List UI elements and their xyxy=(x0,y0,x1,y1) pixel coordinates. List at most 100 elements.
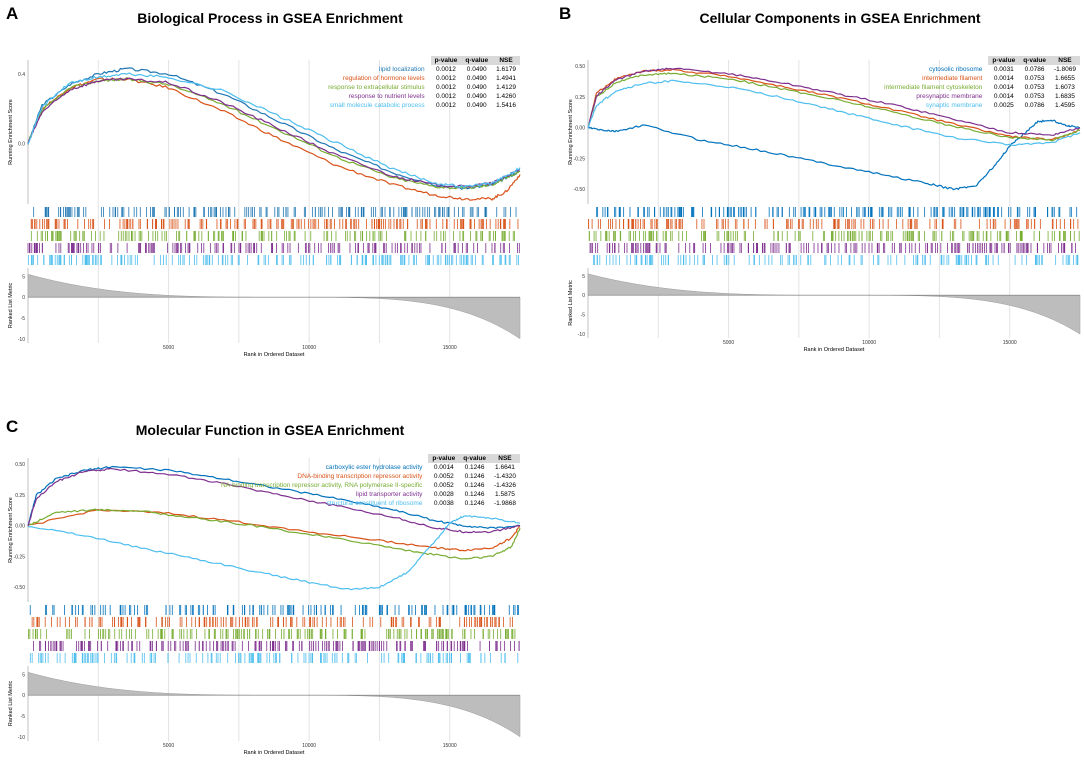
panel-c-chart: 0.50 0.25 0.00 -0.25 -0.50 5 0 -5 -10 5000 10000 15… xyxy=(6,454,522,759)
hit-ticks-4 xyxy=(27,255,519,265)
x-axis-label: Rank in Ordered Dataset xyxy=(244,352,305,358)
gsea-svg-c: 0.50 0.25 0.00 -0.25 -0.50 5 0 -5 -10 5000 10000 15… xyxy=(8,458,521,756)
stats-row: structural constituent of ribosome 0.0038… xyxy=(217,499,520,508)
hit-ticks-0 xyxy=(29,605,519,615)
q-value-cell: 0.1246 xyxy=(464,491,485,498)
y-axis-label-top: Running Enrichment Score xyxy=(568,99,574,165)
hit-ticks-3 xyxy=(589,243,1076,253)
nes-cell: 1.4129 xyxy=(496,84,516,91)
gsea-svg-b: 0.50 0.25 0.00 -0.25 -0.50 5 0 -5 -10 5000 10000 15… xyxy=(568,60,1081,353)
metric-tick-label: 0 xyxy=(22,693,25,699)
p-value-cell: 0.0012 xyxy=(436,93,456,100)
legend-label: synaptic membrane xyxy=(925,102,983,109)
hit-ticks-2 xyxy=(30,231,515,241)
stats-header-row: p-value q-value NSE xyxy=(880,56,1080,65)
q-value-cell: 0.1246 xyxy=(464,464,485,471)
panel-letter-a: A xyxy=(6,4,19,23)
p-value-cell: 0.0012 xyxy=(436,102,456,109)
stats-row: response to extracellular stimulus 0.0012… xyxy=(324,83,520,92)
p-value-cell: 0.0025 xyxy=(993,102,1014,109)
legend-label: response to extracellular stimulus xyxy=(328,84,425,91)
nes-cell: 1.5416 xyxy=(496,102,516,109)
p-value-cell: 0.0012 xyxy=(436,84,456,91)
stats-row: lipid localization 0.0012 0.0490 1.6179 xyxy=(324,65,520,74)
legend-label: intermediate filament cytoskeleton xyxy=(884,84,983,91)
q-value-cell: 0.0490 xyxy=(466,75,487,82)
legend-label: small molecule catabolic process xyxy=(329,102,425,109)
series-line-3 xyxy=(587,67,1081,136)
y-tick-label: 0.00 xyxy=(15,524,25,530)
nes-cell: 1.6641 xyxy=(495,464,515,471)
metric-tick-label: -5 xyxy=(581,313,586,319)
x-tick-label: 5000 xyxy=(163,345,174,351)
stats-header-cell: NSE xyxy=(489,454,520,463)
hit-ticks-1 xyxy=(30,219,519,229)
stats-header-cell: q-value xyxy=(1019,56,1050,65)
series-line-2 xyxy=(27,77,521,190)
nes-cell: 1.4260 xyxy=(496,93,516,100)
y-axis-label-bottom: Ranked List Metric xyxy=(8,680,14,726)
stats-row: intermediate filament 0.0014 0.0753 1.6655 xyxy=(880,74,1080,83)
y-tick-label: 0.4 xyxy=(18,72,25,78)
stats-row: NA-binding transcription repressor activ… xyxy=(217,481,520,490)
y-tick-label: -0.50 xyxy=(14,585,26,591)
stats-header-cell: p-value xyxy=(430,56,462,65)
stats-table-c: p-value q-value NSE carboxylic ester hydrol… xyxy=(217,454,520,508)
nes-cell: 1.5875 xyxy=(495,491,515,498)
legend-label: intermediate filament xyxy=(922,75,983,82)
stats-row: small molecule catabolic process 0.0012 0.… xyxy=(324,101,520,110)
stats-header-cell: p-value xyxy=(988,56,1020,65)
hit-ticks-3 xyxy=(27,243,520,253)
p-value-cell: 0.0012 xyxy=(436,66,456,73)
hit-ticks-4 xyxy=(29,653,519,663)
y-tick-label: -0.50 xyxy=(574,187,586,193)
stats-row: DNA-binding transcription repressor acti… xyxy=(217,472,520,481)
p-value-cell: 0.0014 xyxy=(433,464,454,471)
stats-header-cell: NSE xyxy=(1049,56,1080,65)
series-line-4 xyxy=(27,515,521,591)
y-axis-label-top: Running Enrichment Score xyxy=(8,497,14,563)
q-value-cell: 0.0753 xyxy=(1024,93,1045,100)
series-line-4 xyxy=(27,72,521,189)
hit-ticks-0 xyxy=(596,207,1078,217)
metric-tick-label: -5 xyxy=(21,714,26,720)
x-axis-label: Rank in Ordered Dataset xyxy=(244,750,305,756)
p-value-cell: 0.0031 xyxy=(993,66,1014,73)
p-value-cell: 0.0012 xyxy=(436,75,456,82)
stats-header-row: p-value q-value NSE xyxy=(217,454,520,463)
legend-label: cytosolic ribosome xyxy=(928,66,983,73)
q-value-cell: 0.1246 xyxy=(464,482,485,489)
stats-row: carboxylic ester hydrolase activity 0.001… xyxy=(217,463,520,472)
series-line-0 xyxy=(587,119,1080,191)
legend-label: DNA-binding transcription repressor acti… xyxy=(297,473,423,480)
metric-tick-label: -10 xyxy=(18,735,25,741)
stats-header-cell: q-value xyxy=(461,56,493,65)
panel-a-chart: 0.4 0.0 5 0 -5 -10 5000 10000 15000 Rank in Order… xyxy=(6,56,522,361)
stats-row: intermediate filament cytoskeleton 0.0014… xyxy=(880,83,1080,92)
ranked-metric-area xyxy=(27,273,521,340)
x-axis-label: Rank in Ordered Dataset xyxy=(804,347,865,353)
y-axis-label-bottom: Ranked List Metric xyxy=(8,282,14,328)
p-value-cell: 0.0028 xyxy=(433,491,454,498)
nes-cell: 1.6073 xyxy=(1055,84,1075,91)
stats-header-cell: p-value xyxy=(428,454,460,463)
stats-row: presynaptic membrane 0.0014 0.0753 1.6835 xyxy=(880,92,1080,101)
metric-tick-label: 5 xyxy=(22,274,25,280)
metric-tick-label: 5 xyxy=(22,672,25,678)
nes-cell: -1.9868 xyxy=(493,500,516,507)
q-value-cell: 0.0786 xyxy=(1024,66,1045,73)
hit-ticks-3 xyxy=(33,641,520,651)
metric-tick-label: -10 xyxy=(578,332,585,338)
metric-tick-label: -5 xyxy=(21,316,26,322)
panel-title-a: Biological Process in GSEA Enrichment xyxy=(137,10,403,26)
x-tick-label: 10000 xyxy=(302,743,316,749)
hit-ticks-2 xyxy=(28,629,516,639)
metric-tick-label: 0 xyxy=(582,293,585,299)
legend-label: regulation of hormone levels xyxy=(342,75,425,82)
panel-b-chart: 0.50 0.25 0.00 -0.25 -0.50 5 0 -5 -10 5000 10000 15… xyxy=(566,56,1082,356)
hit-ticks-0 xyxy=(33,207,517,217)
nes-cell: 1.4595 xyxy=(1055,102,1075,109)
p-value-cell: 0.0014 xyxy=(993,93,1014,100)
nes-cell: 1.6835 xyxy=(1055,93,1075,100)
q-value-cell: 0.0753 xyxy=(1024,75,1045,82)
